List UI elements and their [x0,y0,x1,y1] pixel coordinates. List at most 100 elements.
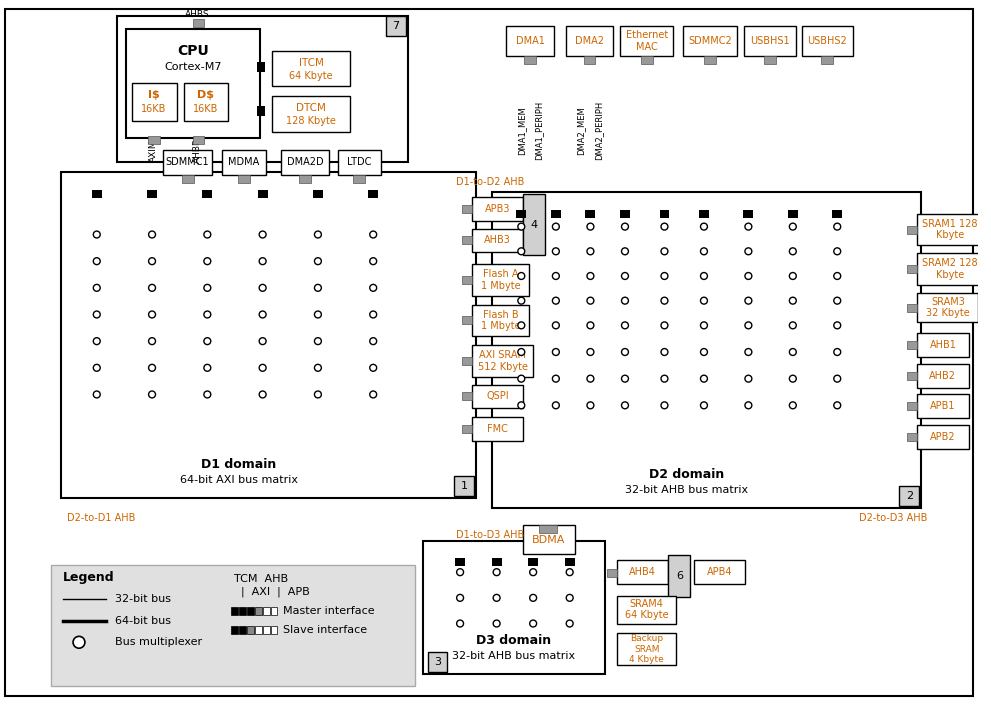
Circle shape [587,375,594,382]
Bar [257,106,265,116]
Bar [462,236,472,245]
Bar [918,425,968,449]
Bar [472,264,529,295]
Bar [238,176,250,183]
Circle shape [833,298,840,304]
Circle shape [494,569,500,576]
Bar [918,395,968,418]
Text: USBHS2: USBHS2 [808,36,847,46]
Bar [231,607,238,615]
Circle shape [833,223,840,230]
Bar [528,558,538,566]
Circle shape [587,223,594,230]
Text: SRAM4
64 Kbyte: SRAM4 64 Kbyte [625,599,669,620]
Circle shape [790,322,796,329]
Bar [263,607,270,615]
Circle shape [701,298,708,304]
Bar [918,364,968,388]
Circle shape [833,322,840,329]
Bar [617,596,676,623]
Circle shape [661,402,668,409]
Circle shape [149,231,156,238]
Circle shape [314,364,321,372]
Text: I$: I$ [148,90,160,100]
Circle shape [370,391,377,398]
Text: APB4: APB4 [707,568,732,577]
Circle shape [790,298,796,304]
Circle shape [661,248,668,255]
Text: 5: 5 [990,386,991,396]
Bar [231,627,238,634]
Circle shape [314,311,321,318]
Text: LTDC: LTDC [347,157,372,168]
Circle shape [204,284,211,291]
Text: 64 Kbyte: 64 Kbyte [289,70,333,80]
Bar [192,19,204,27]
Bar [492,558,501,566]
Text: D2 domain: D2 domain [649,468,724,481]
Bar [699,210,709,218]
Bar [181,176,193,183]
Circle shape [833,402,840,409]
Circle shape [260,391,266,398]
Bar [192,136,204,144]
Bar [299,176,311,183]
Circle shape [833,375,840,382]
Circle shape [621,248,628,255]
Text: Cortex-M7: Cortex-M7 [165,61,222,72]
Bar [462,205,472,213]
Bar [908,341,918,349]
Bar [462,357,472,365]
Bar [454,477,474,496]
Circle shape [552,273,559,279]
Circle shape [457,620,464,627]
Circle shape [260,338,266,345]
Circle shape [149,364,156,372]
Circle shape [518,223,525,230]
Circle shape [587,273,594,279]
Text: TCM  AHB: TCM AHB [234,574,288,584]
Circle shape [566,569,573,576]
Text: 4: 4 [530,220,538,230]
Bar [255,627,262,634]
Text: 32-bit AHB bus matrix: 32-bit AHB bus matrix [452,651,576,661]
Text: 16KB: 16KB [192,104,218,114]
Text: MDMA: MDMA [228,157,260,168]
Circle shape [518,322,525,329]
Text: D1-to-D2 AHB: D1-to-D2 AHB [456,177,524,188]
Circle shape [790,402,796,409]
Bar [683,26,736,56]
Bar [918,214,982,245]
Bar [506,26,554,56]
Circle shape [518,348,525,355]
Bar [908,265,918,273]
Bar [369,190,379,198]
Bar [281,149,329,176]
Text: AHB2: AHB2 [930,371,956,381]
Bar [523,525,575,554]
Text: Slave interface: Slave interface [283,625,368,635]
Bar [918,333,968,357]
Circle shape [833,348,840,355]
Text: CPU: CPU [177,44,209,58]
Circle shape [621,348,628,355]
Circle shape [93,231,100,238]
Text: 7: 7 [392,21,399,31]
Bar [92,190,102,198]
Text: Legend: Legend [63,570,115,584]
Circle shape [260,364,266,372]
Circle shape [260,284,266,291]
Text: APB3: APB3 [485,204,510,214]
Circle shape [745,273,752,279]
Bar [492,192,922,508]
Bar [455,558,465,566]
Circle shape [314,338,321,345]
Bar [472,417,523,441]
Bar [908,433,918,441]
Text: D$: D$ [197,90,214,100]
Bar [257,62,265,72]
Bar [183,83,228,121]
Text: ITCM: ITCM [298,58,323,68]
Bar [117,16,407,162]
Bar [61,172,476,498]
